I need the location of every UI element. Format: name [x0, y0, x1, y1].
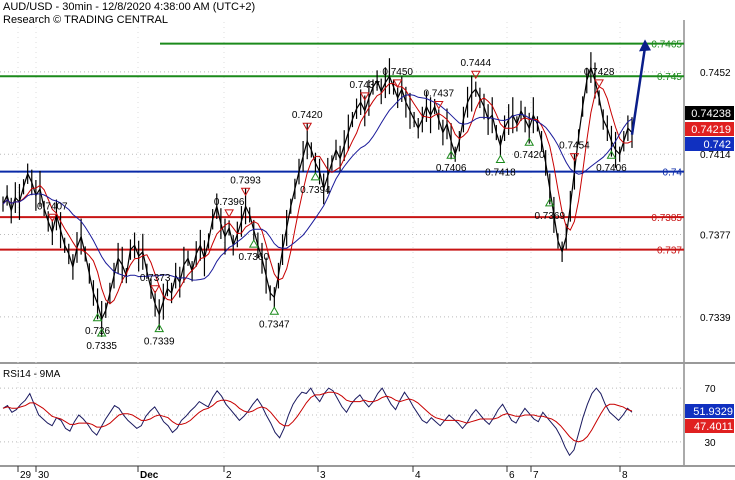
- projection-arrowhead: [639, 39, 651, 52]
- rsi-series-line: [2, 387, 633, 457]
- price-tag-label: 0.742: [703, 139, 731, 151]
- high-marker: [392, 79, 403, 88]
- high-annotation-label: 0.7396: [214, 197, 245, 208]
- time-tick-label: 7: [533, 470, 539, 480]
- low-marker: [606, 150, 617, 159]
- low-annotation-label: 0.7420: [514, 150, 545, 161]
- rsi-panel-title: RSI14 - 9MA: [3, 369, 61, 380]
- projection-arrow-shaft: [630, 47, 647, 135]
- low-annotation-label: 0.7418: [485, 168, 516, 179]
- low-annotation-label: 0.7339: [144, 337, 175, 348]
- high-marker: [594, 79, 604, 88]
- research-credit: Research © TRADING CENTRAL: [3, 14, 168, 26]
- price-tag-label: 0.74219: [691, 124, 731, 136]
- moving-average-line: [2, 83, 633, 305]
- price-tick-label: 0.7377: [700, 230, 731, 241]
- rsi-series-line: [2, 391, 633, 443]
- high-annotation-label: 0.7437: [423, 89, 454, 100]
- support-level-label: 0.737: [657, 246, 682, 257]
- low-marker: [92, 312, 103, 322]
- high-marker: [47, 213, 58, 223]
- pivot-level-label: 0.74: [663, 168, 683, 179]
- price-tag-box: [685, 137, 734, 151]
- high-annotation-label: 0.7373: [140, 273, 171, 284]
- low-annotation-label: 0.7369: [534, 211, 565, 222]
- high-annotation-label: 0.7428: [584, 67, 615, 78]
- high-marker: [470, 70, 481, 80]
- time-tick-label: 3: [320, 470, 326, 480]
- price-tag-label: 0.74238: [691, 108, 731, 120]
- high-annotation-label: 0.7444: [460, 58, 491, 69]
- low-marker: [96, 327, 107, 337]
- support-level-label: 0.7385: [651, 213, 682, 224]
- high-marker: [359, 92, 370, 101]
- low-annotation-label: 0.7406: [596, 163, 627, 174]
- price-tick-label: 0.7414: [700, 150, 731, 161]
- rsi-tag-label: 51.9329: [693, 406, 733, 418]
- time-tick-label: 2: [226, 470, 232, 480]
- high-marker: [240, 187, 251, 197]
- high-annotation-label: 0.7420: [292, 110, 323, 121]
- resistance-level-label: 0.7465: [651, 40, 682, 51]
- price-tick-label: 0.7452: [700, 68, 731, 79]
- high-marker: [302, 122, 313, 132]
- low-marker: [544, 197, 555, 207]
- low-annotation-label: 0.7347: [259, 319, 290, 330]
- high-marker: [569, 153, 580, 162]
- time-tick-label: 6: [509, 470, 515, 480]
- chart-title: AUD/USD - 30min - 12/8/2020 4:38:00 AM (…: [3, 1, 256, 13]
- time-tick-label: 30: [38, 470, 50, 480]
- low-marker: [310, 171, 321, 181]
- rsi-tick-label: 70: [704, 384, 716, 395]
- low-marker: [269, 306, 280, 315]
- moving-average-line: [2, 94, 633, 281]
- low-annotation-label: 0.7406: [436, 163, 467, 174]
- price-tick-label: 0.7339: [700, 313, 731, 324]
- low-marker: [495, 154, 506, 164]
- low-annotation-label: 0.7360: [238, 252, 269, 263]
- low-annotation-label: 0.7335: [86, 341, 117, 352]
- price-tag-box: [685, 122, 734, 136]
- high-annotation-label: 0.7450: [382, 67, 413, 78]
- high-annotation-label: 0.7437: [349, 80, 380, 91]
- rsi-tick-label: 30: [704, 438, 716, 449]
- rsi-tag-label: 47.4011: [694, 421, 733, 433]
- time-tick-label: Dec: [140, 470, 159, 480]
- time-tick-label: 8: [622, 470, 628, 480]
- rsi-tag-box: [685, 419, 734, 433]
- high-marker: [433, 101, 444, 110]
- rsi-tag-box: [685, 404, 734, 418]
- high-annotation-label: 0.7454: [559, 141, 590, 152]
- resistance-level-label: 0.745: [657, 72, 682, 83]
- low-annotation-label: 0.7394: [300, 185, 331, 196]
- time-tick-label: 29: [20, 470, 32, 480]
- low-marker: [524, 137, 535, 146]
- low-annotation-label: 0.736: [85, 326, 110, 337]
- low-marker: [446, 150, 456, 159]
- price-tag-box: [685, 106, 734, 120]
- high-annotation-label: 0.7407: [37, 201, 68, 212]
- high-marker: [150, 285, 160, 294]
- low-marker: [154, 323, 165, 333]
- chart-header: AUD/USD - 30min - 12/8/2020 4:38:00 AM (…: [3, 1, 255, 27]
- low-marker: [248, 239, 259, 248]
- time-tick-label: 4: [415, 470, 421, 480]
- high-marker: [224, 209, 234, 218]
- high-annotation-label: 0.7393: [230, 175, 261, 186]
